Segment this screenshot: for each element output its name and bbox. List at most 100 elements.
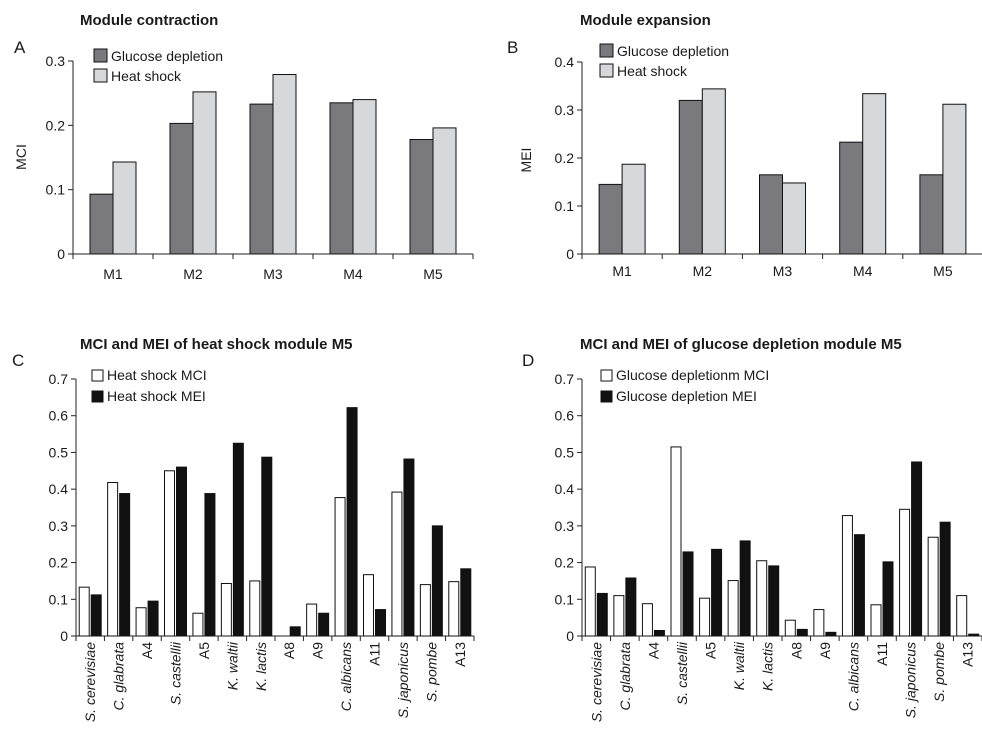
y-tick-label: 0.5 bbox=[555, 444, 575, 460]
panel-b-letter: B bbox=[507, 38, 518, 57]
y-tick-label: 0.7 bbox=[555, 371, 575, 387]
bar bbox=[956, 595, 968, 637]
y-tick-label: 0.7 bbox=[49, 371, 69, 387]
panel-b-title: Module expansion bbox=[580, 12, 711, 29]
bar bbox=[391, 491, 403, 637]
panel-a-title: Module contraction bbox=[80, 12, 218, 29]
legend-swatch bbox=[599, 43, 614, 58]
bar bbox=[699, 597, 711, 637]
bar bbox=[89, 193, 114, 255]
x-tick-label: A13 bbox=[960, 642, 976, 667]
panel-c-plot: 0 0.1 0.2 0.3 0.4 0.5 0.6 0.7 S. cerevisiae C. gl… bbox=[49, 367, 475, 722]
bar bbox=[403, 458, 415, 637]
y-tick-label: 0.2 bbox=[49, 555, 69, 571]
bar bbox=[739, 540, 751, 637]
y-tick-label: 0.3 bbox=[46, 53, 66, 69]
bar bbox=[232, 442, 244, 637]
bar bbox=[939, 521, 951, 637]
y-tick-label: 0.6 bbox=[49, 408, 69, 424]
bar bbox=[164, 470, 175, 637]
bar bbox=[942, 103, 967, 255]
bar bbox=[107, 482, 119, 637]
bar bbox=[346, 407, 358, 637]
panel-c: MCI and MEI of heat shock module M5 C 00… bbox=[12, 336, 475, 722]
x-tick-label: C. glabrata bbox=[111, 642, 127, 711]
x-tick-label: A9 bbox=[817, 642, 833, 659]
bar bbox=[682, 551, 694, 637]
y-tick-label: 0.2 bbox=[46, 117, 66, 133]
panel-d-title: MCI and MEI of glucose depletion module … bbox=[580, 336, 902, 353]
x-tick-label: M4 bbox=[853, 263, 873, 279]
bar bbox=[352, 99, 377, 255]
bar bbox=[759, 174, 783, 255]
y-tick-label: 0.1 bbox=[46, 182, 66, 198]
panel-a-plot: 0 0.1 0.2 0.3 M1 M2 M3 M4 M5 Glucose depletion Hea… bbox=[46, 48, 474, 282]
bar bbox=[135, 607, 147, 637]
bar bbox=[839, 141, 864, 255]
bar bbox=[756, 560, 768, 637]
x-tick-label: S. japonicus bbox=[395, 642, 411, 718]
bar bbox=[204, 493, 216, 637]
bar bbox=[653, 629, 665, 637]
legend-swatch bbox=[600, 390, 613, 403]
bar bbox=[853, 534, 865, 637]
panel-d: MCI and MEI of glucose depletion module … bbox=[522, 336, 982, 722]
x-tick-label: S. pombe bbox=[931, 642, 947, 702]
x-tick-label: A4 bbox=[139, 642, 155, 659]
bar bbox=[363, 574, 374, 637]
panel-a-y-axis-label: MCI bbox=[13, 144, 29, 170]
legend-label: Glucose depletion bbox=[111, 48, 223, 64]
bar bbox=[625, 577, 637, 637]
x-tick-label: K. lactis bbox=[253, 642, 269, 691]
x-tick-label: C. albicans bbox=[338, 642, 354, 711]
x-tick-label: M5 bbox=[423, 266, 443, 282]
bar bbox=[862, 93, 887, 255]
x-tick-label: C. albicans bbox=[845, 642, 861, 711]
legend-swatch bbox=[91, 390, 104, 403]
bar bbox=[598, 183, 623, 255]
x-tick-label: M5 bbox=[933, 263, 953, 279]
bar bbox=[169, 122, 194, 255]
x-tick-label: S. pombe bbox=[423, 642, 439, 702]
bar bbox=[334, 497, 346, 637]
legend-swatch bbox=[600, 369, 613, 382]
legend-swatch bbox=[93, 68, 108, 83]
bar bbox=[711, 548, 723, 637]
bar bbox=[927, 536, 939, 637]
y-tick-label: 0 bbox=[566, 246, 574, 262]
x-tick-label: C. glabrata bbox=[617, 642, 633, 711]
panel-c-letter: C bbox=[12, 351, 24, 370]
bar bbox=[432, 127, 457, 255]
y-tick-label: 0.3 bbox=[555, 518, 575, 534]
legend-label: Heat shock MCI bbox=[107, 367, 207, 383]
panel-d-plot: 0 0.1 0.2 0.3 0.4 0.5 0.6 0.7 S. cerevisiae C. gl… bbox=[555, 367, 982, 722]
bar bbox=[261, 456, 273, 637]
x-tick-label: A4 bbox=[645, 642, 661, 659]
bar bbox=[306, 603, 318, 637]
bar bbox=[192, 91, 217, 255]
y-tick-label: 0.4 bbox=[555, 54, 575, 70]
x-tick-label: A9 bbox=[310, 642, 326, 659]
bar bbox=[968, 633, 980, 637]
bar bbox=[112, 161, 137, 255]
bar bbox=[727, 580, 739, 637]
bar bbox=[419, 584, 431, 637]
bar bbox=[176, 466, 187, 637]
bar bbox=[318, 612, 330, 637]
y-tick-label: 0.1 bbox=[49, 591, 69, 607]
x-tick-label: A5 bbox=[196, 642, 212, 659]
bar bbox=[701, 88, 726, 255]
x-tick-label: K. waltii bbox=[731, 641, 747, 690]
legend-label: Heat shock MEI bbox=[107, 388, 206, 404]
bar bbox=[90, 594, 102, 637]
bar bbox=[375, 609, 386, 637]
x-tick-label: A11 bbox=[367, 642, 383, 666]
x-tick-label: S. cerevisiae bbox=[588, 642, 604, 722]
bar bbox=[119, 493, 131, 637]
panel-b: Module expansion B MEI 0 0.1 0.2 0.3 0.4 M1 M2… bbox=[507, 12, 982, 279]
bar bbox=[596, 592, 608, 637]
bar bbox=[870, 604, 882, 637]
legend-label: Glucose depletion bbox=[617, 43, 729, 59]
x-tick-label: M3 bbox=[773, 263, 793, 279]
panel-a-letter: A bbox=[14, 38, 26, 57]
